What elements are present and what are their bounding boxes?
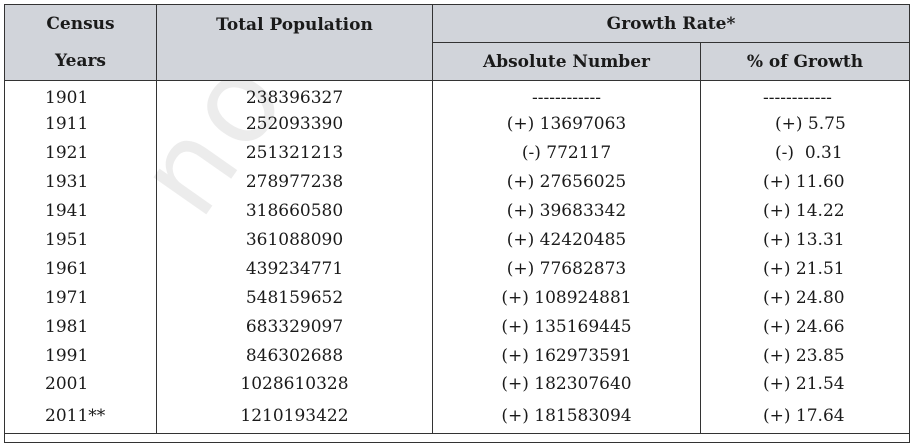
cell-percent: (+) 21.54	[699, 370, 911, 399]
cell-population: 318660580	[156, 196, 433, 226]
cell-year: 1921	[4, 138, 157, 168]
cell-percent: (-) 0.31	[699, 138, 911, 168]
cell-population: 361088090	[156, 225, 433, 255]
cell-absolute: (+) 162973591	[432, 341, 701, 371]
cell-percent: ------------	[699, 80, 911, 110]
header-absolute-number: Absolute Number	[432, 42, 701, 81]
cell-year: 1931	[4, 167, 157, 197]
table-row: 1911 252093390 (+) 13697063 (+) 5.75	[4, 110, 911, 139]
cell-year: 1981	[4, 312, 157, 342]
cell-absolute: (+) 42420485	[432, 225, 701, 255]
cell-absolute: (+) 135169445	[432, 312, 701, 342]
table-row: 1941 318660580 (+) 39683342 (+) 14.22	[4, 196, 911, 226]
cell-population: 846302688	[156, 341, 433, 371]
cell-population: 683329097	[156, 312, 433, 342]
cell-percent: (+) 24.80	[699, 283, 911, 313]
cell-absolute: (+) 77682873	[432, 254, 701, 284]
cell-population: 548159652	[156, 283, 433, 313]
header-percent-growth: % of Growth	[699, 42, 911, 81]
cell-absolute: ------------	[432, 80, 701, 110]
cell-year: 1991	[4, 341, 157, 371]
cell-year: 2011**	[4, 398, 157, 434]
table-footer	[3, 432, 911, 443]
cell-year: 1901	[4, 80, 157, 110]
cell-absolute: (+) 182307640	[432, 370, 701, 399]
cell-percent: (+) 13.31	[699, 225, 911, 255]
table-footer-row	[3, 432, 911, 443]
cell-year: 1941	[4, 196, 157, 226]
cell-absolute: (+) 27656025	[432, 167, 701, 197]
table-row: 1971 548159652 (+) 108924881 (+) 24.80	[4, 283, 911, 313]
cell-year: 1951	[4, 225, 157, 255]
cell-percent: (+) 23.85	[699, 341, 911, 371]
cell-absolute: (-) 772117	[432, 138, 701, 168]
table-row: 1901 238396327 ------------ ------------	[4, 80, 911, 110]
table-row: 1931 278977238 (+) 27656025 (+) 11.60	[4, 167, 911, 197]
table-row: 1951 361088090 (+) 42420485 (+) 13.31	[4, 225, 911, 255]
cell-percent: (+) 11.60	[699, 167, 911, 197]
header-growth-rate: Growth Rate*	[431, 4, 911, 43]
cell-percent: (+) 5.75	[699, 110, 911, 139]
cell-population: 252093390	[156, 110, 433, 139]
cell-population: 1028610328	[156, 370, 433, 399]
cell-absolute: (+) 108924881	[432, 283, 701, 313]
cell-percent: (+) 14.22	[699, 196, 911, 226]
cell-percent: (+) 24.66	[699, 312, 911, 342]
table-row: 1921 251321213 (-) 772117 (-) 0.31	[4, 138, 911, 168]
cell-year: 1961	[4, 254, 157, 284]
header-years: Years	[4, 42, 157, 81]
table-row: 2011** 1210193422 (+) 181583094 (+) 17.6…	[4, 398, 911, 434]
cell-percent: (+) 17.64	[699, 398, 911, 434]
table-row: 2001 1028610328 (+) 182307640 (+) 21.54	[4, 370, 911, 399]
header-census: Census	[4, 4, 157, 43]
cell-population: 439234771	[156, 254, 433, 284]
cell-population: 238396327	[156, 80, 433, 110]
cell-absolute: (+) 181583094	[432, 398, 701, 434]
cell-absolute: (+) 39683342	[432, 196, 701, 226]
census-population-table: Census Total Population Growth Rate* Yea…	[3, 4, 911, 443]
table-row: 1991 846302688 (+) 162973591 (+) 23.85	[4, 341, 911, 371]
cell-population: 278977238	[156, 167, 433, 197]
cell-percent: (+) 21.51	[699, 254, 911, 284]
cell-population: 251321213	[156, 138, 433, 168]
table-row: 1961 439234771 (+) 77682873 (+) 21.51	[4, 254, 911, 284]
cell-absolute: (+) 13697063	[432, 110, 701, 139]
cell-year: 1911	[4, 110, 157, 139]
header-total-population: Total Population	[156, 4, 433, 81]
cell-year: 2001	[4, 370, 157, 399]
cell-population: 1210193422	[156, 398, 433, 434]
cell-year: 1971	[4, 283, 157, 313]
table-row: 1981 683329097 (+) 135169445 (+) 24.66	[4, 312, 911, 342]
